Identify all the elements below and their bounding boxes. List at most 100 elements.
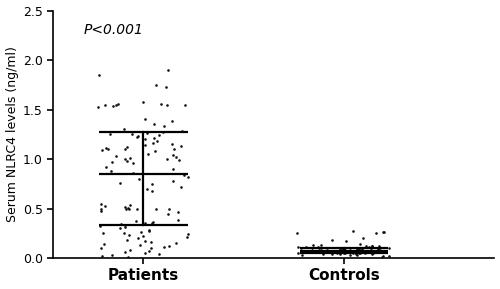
Point: [144, 228, 152, 233]
Point: [121, 250, 129, 254]
Point: [356, 242, 364, 247]
Point: [178, 129, 186, 134]
Point: [372, 231, 380, 236]
Point: [365, 245, 373, 249]
Point: [146, 240, 154, 244]
Point: [168, 142, 175, 147]
Point: [144, 131, 152, 136]
Point: [125, 206, 133, 211]
Point: [121, 223, 129, 228]
Point: [128, 171, 136, 175]
Point: [298, 253, 306, 257]
Point: [368, 252, 376, 256]
Point: [142, 143, 150, 147]
Point: [126, 248, 134, 252]
Point: [328, 238, 336, 242]
Point: [358, 247, 366, 251]
Point: [302, 245, 310, 249]
Point: [174, 210, 182, 215]
Point: [146, 229, 154, 234]
Point: [308, 246, 316, 251]
Point: [126, 202, 134, 207]
Point: [310, 243, 318, 247]
Point: [330, 249, 338, 253]
Point: [134, 135, 141, 140]
Point: [328, 252, 336, 256]
Point: [100, 242, 108, 247]
Point: [102, 146, 110, 151]
Point: [353, 253, 361, 257]
Point: [168, 119, 176, 124]
Point: [352, 252, 360, 256]
Point: [380, 230, 388, 235]
Point: [322, 249, 330, 253]
Y-axis label: Serum NLRC4 levels (ng/ml): Serum NLRC4 levels (ng/ml): [6, 46, 18, 222]
Point: [350, 250, 358, 254]
Point: [120, 127, 128, 132]
Point: [112, 102, 120, 107]
Point: [96, 246, 104, 251]
Point: [169, 167, 177, 171]
Point: [317, 243, 325, 247]
Point: [159, 130, 167, 135]
Point: [108, 253, 116, 257]
Point: [177, 144, 185, 149]
Point: [134, 134, 142, 139]
Point: [379, 254, 387, 258]
Point: [122, 145, 130, 149]
Point: [116, 226, 124, 231]
Point: [340, 251, 348, 255]
Point: [380, 230, 388, 235]
Point: [181, 102, 189, 107]
Point: [150, 136, 158, 140]
Point: [376, 246, 384, 251]
Point: [172, 241, 180, 245]
Point: [331, 250, 339, 254]
Point: [294, 245, 302, 249]
Point: [342, 239, 350, 244]
Point: [359, 236, 367, 240]
Point: [120, 157, 128, 161]
Point: [170, 147, 177, 151]
Point: [354, 251, 362, 255]
Point: [97, 208, 105, 213]
Point: [163, 157, 171, 161]
Point: [124, 255, 132, 259]
Point: [154, 139, 162, 144]
Point: [140, 221, 148, 226]
Point: [368, 250, 376, 254]
Point: [97, 206, 105, 211]
Point: [94, 104, 102, 109]
Point: [166, 244, 173, 249]
Point: [122, 238, 130, 242]
Point: [124, 233, 132, 238]
Point: [339, 247, 347, 251]
Point: [100, 203, 108, 208]
Point: [184, 175, 192, 179]
Point: [148, 181, 156, 186]
Point: [384, 254, 392, 258]
Point: [341, 248, 349, 252]
Point: [149, 220, 157, 225]
Point: [104, 147, 112, 151]
Point: [346, 249, 354, 253]
Point: [352, 249, 360, 253]
Point: [306, 250, 314, 254]
Point: [109, 103, 117, 108]
Point: [336, 247, 344, 251]
Point: [323, 248, 331, 252]
Point: [156, 252, 164, 256]
Point: [136, 243, 144, 247]
Point: [368, 251, 376, 255]
Point: [142, 186, 150, 191]
Point: [156, 101, 164, 106]
Point: [321, 249, 329, 253]
Point: [148, 141, 156, 146]
Point: [368, 244, 376, 249]
Point: [356, 251, 364, 255]
Point: [150, 122, 158, 127]
Point: [122, 206, 130, 211]
Point: [97, 201, 105, 206]
Point: [95, 73, 103, 77]
Point: [296, 248, 304, 252]
